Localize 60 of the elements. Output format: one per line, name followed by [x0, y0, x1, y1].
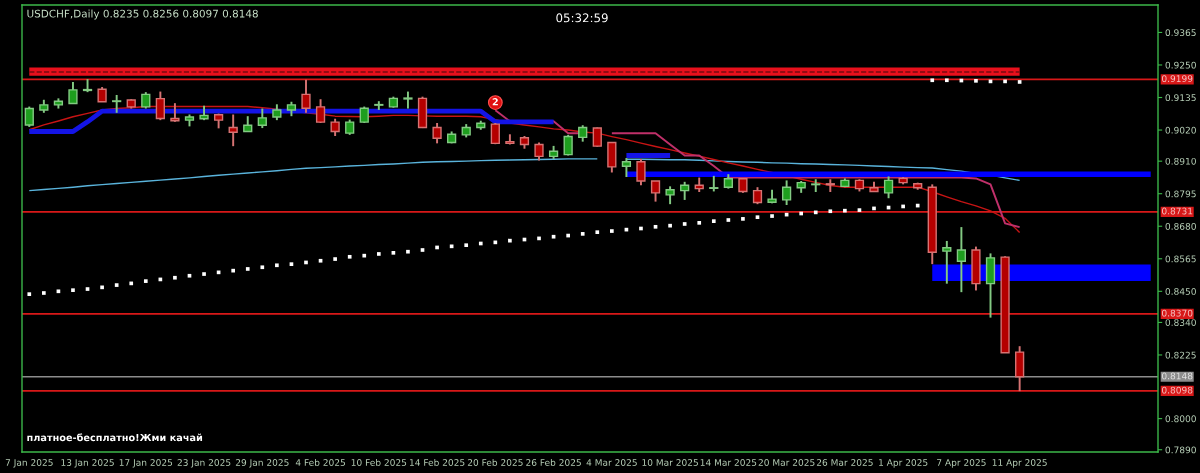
candlestick [301, 78, 311, 114]
candlestick [112, 94, 122, 114]
candlestick [432, 122, 442, 145]
x-tick-label: 1 Apr 2025 [879, 459, 928, 468]
candlestick [68, 80, 78, 105]
y-tick-label: 0.9250 [1165, 61, 1196, 69]
x-tick-label: 14 Feb 2025 [409, 458, 465, 466]
y-tick-label: 0.8795 [1165, 190, 1196, 198]
x-tick-label: 26 Mar 2025 [816, 459, 873, 466]
candlestick [24, 105, 34, 128]
x-tick-label: 23 Jan 2025 [177, 459, 231, 468]
x-tick-label: 26 Feb 2025 [526, 458, 581, 466]
x-tick-label: 20 Feb 2025 [467, 458, 523, 466]
y-tick-label: 0.9365 [1165, 29, 1196, 36]
x-tick-label: 10 Feb 2025 [351, 458, 407, 466]
ref-line-label: 0.9199 [1162, 75, 1193, 83]
x-tick-label: 17 Jan 2025 [119, 459, 173, 468]
y-tick-label: 0.9135 [1165, 94, 1196, 102]
candlestick [592, 126, 602, 148]
x-tick-label: 14 Mar 2025 [700, 459, 757, 466]
y-tick-label: 0.8340 [1165, 319, 1196, 326]
y-tick-label: 0.8225 [1165, 351, 1196, 359]
candlestick [956, 226, 967, 294]
annotation: 2 [492, 98, 498, 106]
annotation: платное-бесплатно!Жми качай [27, 433, 203, 442]
y-tick-label: 0.7890 [1165, 446, 1196, 454]
candlestick [228, 113, 238, 148]
candlestick [155, 90, 165, 122]
x-tick-label: 4 Feb 2025 [295, 458, 345, 466]
ref-line-label: 0.8370 [1162, 309, 1193, 317]
candlestick [781, 179, 792, 206]
y-tick-label: 0.8680 [1165, 222, 1196, 230]
ref-line-label: 0.8098 [1162, 386, 1193, 394]
ref-line-label: 0.8148 [1162, 372, 1193, 380]
x-tick-label: 13 Jan 2025 [61, 459, 114, 468]
x-tick-label: 10 Mar 2025 [642, 459, 698, 466]
y-tick-label: 0.8565 [1165, 255, 1196, 263]
chart-title: USDCHF,Daily 0.8235 0.8256 0.8097 0.8148 [27, 9, 258, 20]
candlestick [883, 175, 894, 200]
ref-line-label: 0.8731 [1162, 207, 1193, 215]
candlestick [636, 157, 646, 187]
annotation: 05:32:59 [556, 13, 608, 23]
x-tick-label: 4 Mar 2025 [586, 459, 637, 466]
x-tick-label: 11 Apr 2025 [992, 459, 1047, 468]
candlestick [170, 102, 180, 123]
candlestick [650, 180, 661, 203]
x-tick-label: 20 Mar 2025 [758, 459, 815, 466]
candlestick [315, 98, 326, 124]
x-tick-label: 29 Jan 2025 [235, 459, 289, 468]
x-tick-label: 7 Apr 2025 [937, 459, 986, 468]
candlestick [534, 141, 544, 162]
y-tick-label: 0.8450 [1165, 288, 1196, 295]
x-tick-label: 7 Jan 2025 [5, 459, 53, 468]
y-tick-label: 0.8910 [1165, 157, 1196, 165]
y-tick-label: 0.8000 [1165, 415, 1196, 423]
candlestick [257, 107, 267, 130]
candlestick [563, 133, 573, 157]
candlestick [621, 157, 632, 178]
y-tick-label: 0.9020 [1165, 126, 1196, 134]
candlestick [942, 239, 952, 285]
